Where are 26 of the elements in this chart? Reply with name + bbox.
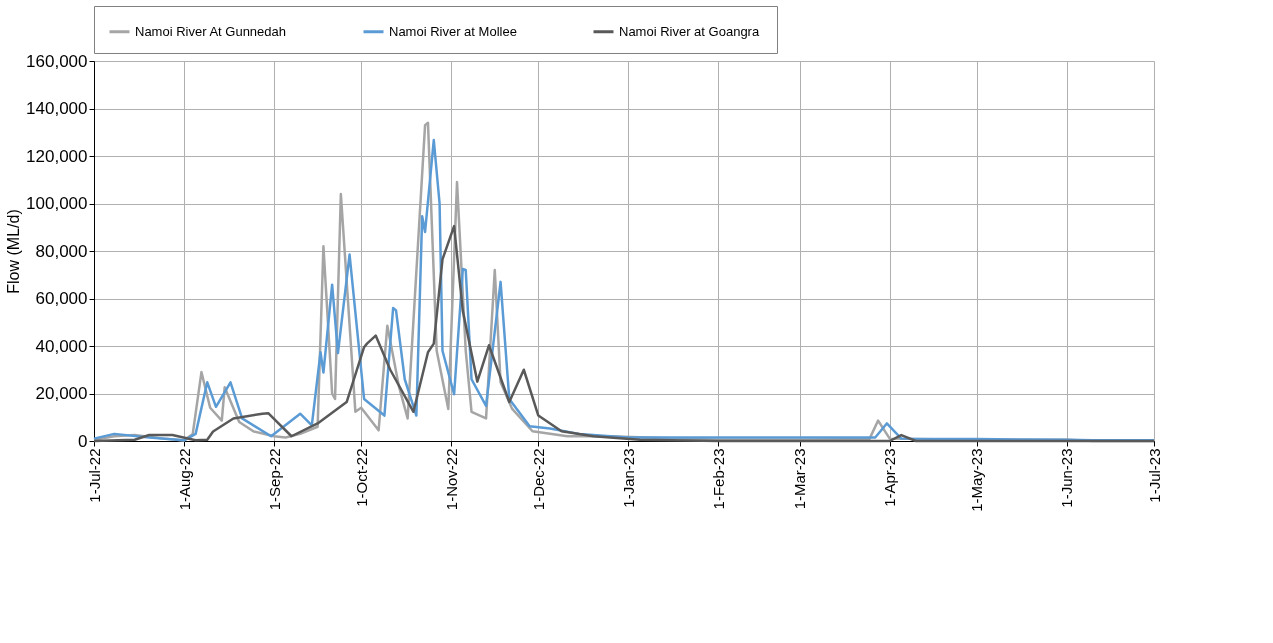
- x-tick-label: 1-Jan-23: [619, 448, 637, 508]
- legend-label: Namoi River at Mollee: [389, 23, 517, 39]
- x-tick-label: 1-Jul-22: [85, 448, 103, 503]
- x-tick-label: 1-May-23: [968, 448, 986, 512]
- y-tick-label: 20,000: [35, 384, 88, 403]
- y-tick-label: 0: [78, 431, 88, 451]
- y-axis-title: Flow (ML/d): [5, 209, 23, 294]
- y-tick-label: 140,000: [26, 99, 88, 118]
- x-tick-label: 1-Aug-22: [175, 448, 193, 511]
- legend-label: Namoi River At Gunnedah: [135, 23, 287, 39]
- y-tick-label: 80,000: [35, 241, 88, 261]
- y-tick-label: 60,000: [35, 289, 88, 308]
- x-tick-label: 1-Nov-22: [442, 448, 460, 511]
- y-tick-label: 160,000: [26, 51, 88, 71]
- x-tick-label: 1-Feb-23: [709, 448, 727, 510]
- x-tick-label: 1-Dec-22: [529, 448, 547, 511]
- x-tick-label: 1-Sep-22: [265, 448, 283, 511]
- y-tick-label: 120,000: [26, 146, 88, 166]
- x-tick-label: 1-Oct-22: [352, 448, 370, 507]
- x-tick-label: 1-Jul-23: [1145, 448, 1163, 503]
- y-tick-label: 100,000: [26, 194, 88, 213]
- x-tick-label: 1-Mar-23: [791, 448, 809, 510]
- legend-label: Namoi River at Goangra: [619, 23, 760, 39]
- y-tick-label: 40,000: [35, 336, 88, 356]
- x-tick-label: 1-Jun-23: [1058, 448, 1076, 508]
- x-tick-label: 1-Apr-23: [881, 448, 899, 507]
